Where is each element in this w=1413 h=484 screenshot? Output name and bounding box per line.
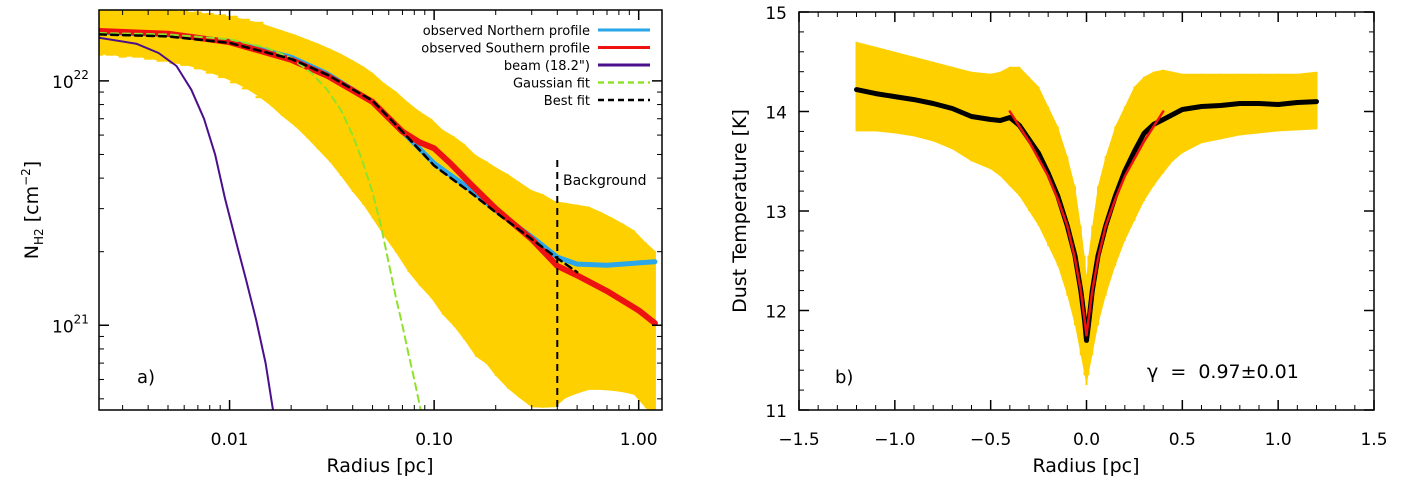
- y-tick-label-b: 15: [765, 4, 787, 24]
- panel-a: Background observed Northern profileobse…: [19, 9, 663, 477]
- x-tick-label-b: 1.5: [1360, 430, 1387, 450]
- x-axis-label-a: Radius [pc]: [326, 455, 433, 477]
- y-label-exp: −2: [19, 168, 33, 186]
- y-tick-label-b: 13: [765, 203, 787, 223]
- axis-ticks-a: 0.01 0.10 1.00 1021 1022: [52, 10, 662, 450]
- y-axis-label-a: NH2 [cm−2]: [19, 161, 46, 259]
- y-tick-label-b: 14: [765, 104, 787, 124]
- legend-label: Best fit: [544, 94, 590, 109]
- gamma-annotation: γ = 0.97±0.01: [1147, 361, 1299, 383]
- legend: observed Northern profile observed Southe…: [421, 24, 650, 109]
- y-tick-label-a: 1021: [52, 312, 89, 337]
- y-label-close: ]: [21, 161, 43, 168]
- axis-ticks-b: −1.5 −1.0 −0.5 0.0 0.5 1.0 1.5 11 12 13 14 15: [765, 4, 1387, 450]
- x-axis-label-b: Radius [pc]: [1032, 455, 1139, 477]
- x-tick-label-b: −0.5: [970, 430, 1011, 450]
- errorbar-band-b: [855, 41, 1318, 386]
- x-tick-label-a: 1.00: [620, 430, 658, 450]
- background-label: Background: [563, 173, 647, 189]
- x-tick-label-a: 0.10: [415, 430, 453, 450]
- x-tick-label-a: 0.01: [211, 430, 249, 450]
- series-line-best-fit: [99, 33, 579, 274]
- y-tick-label-b: 11: [765, 402, 787, 422]
- x-tick-label-b: −1.0: [874, 430, 915, 450]
- x-tick-label-b: 0.5: [1169, 430, 1196, 450]
- plot-frame-a: [98, 9, 663, 411]
- y-tick-label-a: 1022: [52, 68, 89, 93]
- y-tick-label-b: 12: [765, 303, 787, 323]
- y-label-main: N: [21, 245, 43, 259]
- series-group-b: [854, 87, 1319, 343]
- series-group-a: [99, 28, 658, 410]
- series-line-gaussian-fit: [99, 32, 422, 410]
- legend-label: beam (18.2"): [504, 59, 590, 74]
- y-label-unit: [cm: [21, 186, 43, 228]
- x-tick-label-b: 1.0: [1265, 430, 1292, 450]
- legend-label: Gaussian fit: [513, 77, 590, 92]
- temperature-fit-line: [1008, 110, 1165, 337]
- x-tick-label-b: −1.5: [778, 430, 819, 450]
- series-line-beam-18-2: [99, 36, 274, 410]
- y-axis-label-b: Dust Temperature [K]: [729, 109, 751, 313]
- y-label-sub: H2: [32, 228, 46, 245]
- legend-label: observed Southern profile: [421, 42, 590, 57]
- legend-label: observed Northern profile: [423, 24, 590, 39]
- temperature-profile-line: [854, 87, 1319, 343]
- panel-label-a: a): [137, 367, 155, 388]
- panel-label-b: b): [835, 367, 853, 388]
- panel-b: −1.5 −1.0 −0.5 0.0 0.5 1.0 1.5 11 12 13 14 15 b) γ …: [729, 4, 1388, 477]
- x-tick-label-b: 0.0: [1073, 430, 1100, 450]
